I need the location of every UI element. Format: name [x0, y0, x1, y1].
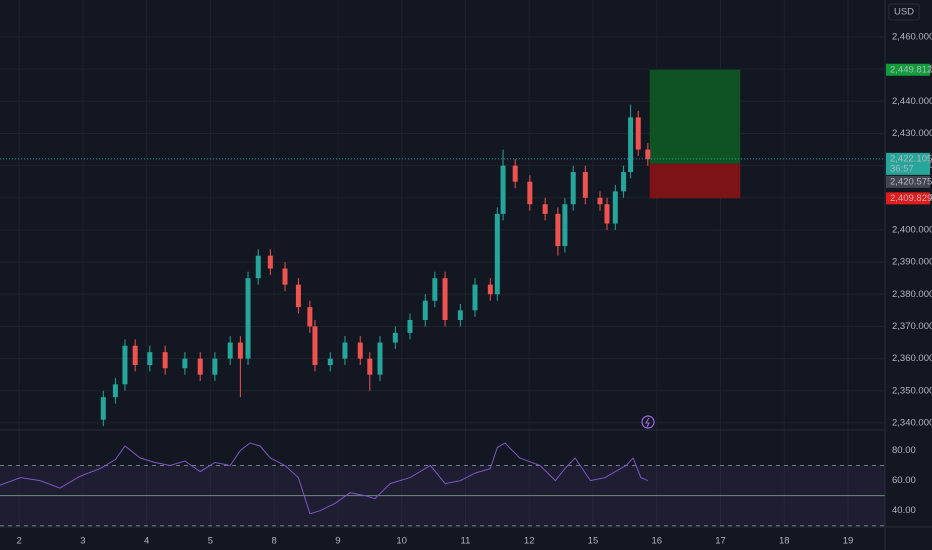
y-tick-label: 40.00: [892, 505, 916, 516]
candle-body: [612, 191, 618, 224]
candle-body: [621, 172, 627, 192]
candle-body: [122, 345, 128, 385]
candle-body: [182, 358, 188, 369]
x-tick-label: 11: [461, 536, 471, 547]
currency[interactable]: USD: [894, 7, 914, 18]
candle-body: [472, 284, 478, 311]
x-tick-label: 2: [16, 536, 21, 547]
candle-body: [442, 278, 448, 321]
x-tick-label: 18: [779, 536, 790, 547]
candle-body: [392, 332, 398, 343]
candle-body: [494, 213, 500, 295]
candle-body: [555, 213, 561, 247]
target-label-box: [886, 63, 930, 76]
candle-body: [527, 181, 533, 205]
stop-zone: [649, 163, 741, 199]
y-tick-label: 2,350.000: [892, 385, 932, 396]
y-tick-label: 2,400.000: [892, 224, 932, 235]
x-tick-label: 15: [588, 536, 599, 547]
x-tick-label: 4: [144, 536, 149, 547]
candle-body: [132, 345, 138, 366]
x-tick-label: 19: [843, 536, 854, 547]
candle-body: [162, 352, 168, 369]
candle-body: [245, 278, 251, 359]
stop-label: 2,409.829: [890, 193, 932, 204]
candle-body: [312, 326, 318, 366]
candle-body: [112, 384, 118, 398]
candle-body: [635, 117, 641, 150]
entry-label-box: [886, 175, 930, 188]
candle-body: [255, 255, 261, 279]
candle-body: [367, 358, 373, 375]
candle-body: [212, 358, 218, 375]
entry-label: 2,420.575: [890, 176, 932, 187]
x-tick-label: 9: [335, 536, 340, 547]
candle-body: [147, 352, 153, 366]
candle-body: [295, 284, 301, 308]
x-tick-label: 8: [272, 536, 277, 547]
y-tick-label: 2,340.000: [892, 417, 932, 428]
alert-icon[interactable]: [641, 415, 655, 429]
candle-body: [377, 342, 383, 375]
candle-body: [282, 268, 288, 285]
candle-body: [645, 149, 651, 160]
y-tick-label: 2,430.000: [892, 128, 932, 139]
currency-box[interactable]: [888, 3, 920, 21]
candle-body: [422, 300, 428, 321]
x-tick-label: 16: [651, 536, 662, 547]
candle-body: [100, 397, 106, 420]
candle-body: [582, 172, 588, 198]
candle-body: [357, 342, 363, 359]
candle-body: [457, 310, 463, 321]
y-tick-label: 2,390.000: [892, 257, 932, 268]
x-tick-label: 10: [396, 536, 407, 547]
y-tick-label: 80.00: [892, 445, 916, 456]
candle-body: [597, 197, 603, 205]
rsi-line: [0, 442, 648, 515]
y-tick-label: 2,370.000: [892, 321, 932, 332]
candle-body: [197, 358, 203, 375]
candle-body: [267, 255, 273, 269]
plot: [0, 69, 885, 527]
candle-body: [237, 342, 243, 359]
candle-body: [487, 284, 493, 295]
target-zone: [649, 69, 741, 164]
candle-body: [227, 342, 233, 359]
last-price-box: [886, 152, 930, 175]
candle-body: [562, 204, 568, 247]
candle-body: [432, 278, 438, 301]
x-tick-label: 3: [80, 536, 85, 547]
y-tick-label: 2,460.000: [892, 32, 932, 43]
candle-body: [542, 204, 548, 214]
stop-label-box: [886, 192, 930, 205]
x-tick-label: 12: [524, 536, 535, 547]
candle-body: [307, 307, 313, 327]
x-tick-label: 17: [715, 536, 726, 547]
candle-body: [512, 165, 518, 182]
target-label: 2,449.812: [890, 64, 932, 75]
y-tick-label: 2,380.000: [892, 289, 932, 300]
y-tick-label: 2,440.000: [892, 96, 932, 107]
candle-body: [570, 172, 576, 205]
candle-body: [342, 342, 348, 359]
candle-body: [604, 204, 610, 224]
y-tick-label: 2,360.000: [892, 353, 932, 364]
y-tick-label: 60.00: [892, 475, 916, 486]
candle-body: [407, 320, 413, 333]
candle-body: [327, 358, 333, 366]
candle-body: [500, 165, 506, 214]
x-tick-label: 5: [208, 536, 213, 547]
countdown: 36:57: [890, 163, 914, 174]
candle-body: [628, 117, 634, 173]
last-price-label: 2,422.105: [890, 153, 932, 164]
